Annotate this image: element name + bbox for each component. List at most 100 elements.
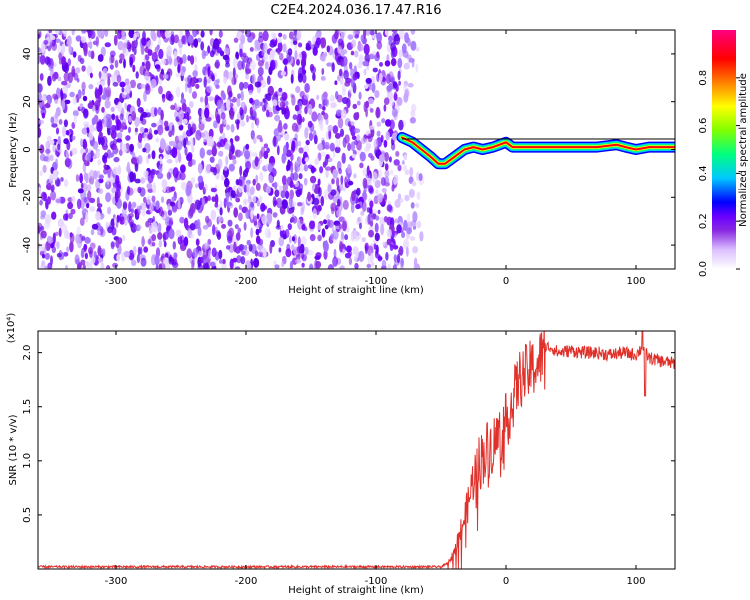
noise-speckle xyxy=(115,238,120,249)
noise-speckle xyxy=(355,203,361,210)
noise-speckle xyxy=(250,130,255,140)
noise-speckle xyxy=(361,237,366,243)
noise-speckle xyxy=(82,264,87,269)
noise-speckle xyxy=(39,54,46,65)
noise-speckle xyxy=(115,183,122,191)
noise-speckle xyxy=(56,252,62,258)
noise-speckle xyxy=(182,54,187,64)
noise-speckle xyxy=(154,64,161,70)
noise-speckle xyxy=(183,236,189,247)
noise-speckle xyxy=(158,48,164,60)
spectrogram-y-label: Frequency (Hz) xyxy=(8,112,19,188)
noise-speckle xyxy=(266,75,271,86)
noise-speckle xyxy=(360,137,366,145)
noise-speckle xyxy=(131,259,137,267)
noise-speckle xyxy=(137,155,143,165)
noise-speckle xyxy=(254,103,261,109)
noise-speckle xyxy=(294,181,299,188)
noise-speckle xyxy=(63,30,67,37)
noise-speckle xyxy=(376,130,381,137)
noise-speckle xyxy=(408,57,415,63)
noise-speckle xyxy=(39,265,43,269)
noise-speckle xyxy=(317,178,321,186)
noise-speckle xyxy=(290,152,294,162)
noise-speckle xyxy=(73,114,77,125)
noise-speckle xyxy=(257,66,264,76)
noise-speckle xyxy=(232,67,236,78)
noise-speckle xyxy=(206,149,213,156)
noise-speckle xyxy=(101,94,107,100)
noise-speckle xyxy=(79,173,83,184)
noise-speckle xyxy=(74,254,80,265)
y-tick-label: 0 xyxy=(22,146,33,152)
noise-speckle xyxy=(167,209,173,216)
noise-speckle xyxy=(228,71,233,81)
noise-speckle xyxy=(337,198,341,207)
noise-speckle xyxy=(199,147,205,159)
noise-speckle xyxy=(168,217,174,227)
noise-speckle xyxy=(211,146,217,157)
noise-speckle xyxy=(62,126,67,137)
noise-speckle xyxy=(393,159,400,166)
noise-speckle xyxy=(384,30,389,36)
noise-speckle xyxy=(220,112,226,120)
noise-speckle xyxy=(358,250,365,262)
noise-speckle xyxy=(212,224,216,236)
noise-speckle xyxy=(121,30,126,38)
noise-speckle xyxy=(337,117,344,129)
noise-speckle xyxy=(290,216,295,223)
noise-speckle xyxy=(39,73,44,81)
noise-speckle xyxy=(201,197,205,207)
noise-speckle xyxy=(201,108,205,120)
noise-speckle xyxy=(345,245,352,253)
noise-speckle xyxy=(128,115,133,123)
noise-speckle xyxy=(122,234,126,241)
noise-speckle xyxy=(171,203,178,213)
noise-speckle xyxy=(245,161,252,170)
noise-speckle xyxy=(69,241,74,253)
noise-speckle xyxy=(52,93,58,100)
noise-speckle xyxy=(265,109,270,118)
noise-speckle xyxy=(292,40,298,46)
noise-speckle xyxy=(279,228,284,238)
noise-speckle xyxy=(404,89,409,99)
noise-speckle xyxy=(106,175,110,185)
noise-speckle xyxy=(403,154,408,161)
noise-speckle xyxy=(396,253,401,264)
noise-speckle xyxy=(416,191,421,200)
noise-speckle xyxy=(225,201,232,207)
noise-speckle xyxy=(158,164,163,174)
noise-speckle xyxy=(40,230,47,239)
noise-speckle xyxy=(134,162,139,172)
noise-speckle xyxy=(141,37,147,46)
noise-speckle xyxy=(143,132,147,142)
noise-speckle xyxy=(162,257,169,265)
noise-speckle xyxy=(406,246,409,257)
noise-speckle xyxy=(178,152,182,163)
noise-speckle xyxy=(63,213,68,221)
noise-speckle xyxy=(370,261,375,267)
noise-speckle xyxy=(350,202,355,214)
noise-speckle xyxy=(276,145,280,156)
noise-speckle xyxy=(351,153,357,159)
noise-speckle xyxy=(262,30,269,42)
noise-speckle xyxy=(383,97,390,105)
noise-speckle xyxy=(339,128,345,137)
noise-speckle xyxy=(297,202,303,207)
noise-speckle xyxy=(143,128,149,133)
noise-speckle xyxy=(240,90,244,101)
noise-speckle xyxy=(166,171,171,180)
noise-speckle xyxy=(393,254,397,263)
noise-speckle xyxy=(374,90,380,99)
noise-speckle xyxy=(95,36,100,47)
noise-speckle xyxy=(228,90,233,98)
noise-speckle xyxy=(38,119,44,125)
noise-speckle xyxy=(128,126,131,134)
noise-speckle xyxy=(248,243,253,252)
noise-speckle xyxy=(281,261,285,268)
noise-speckle xyxy=(54,231,59,237)
noise-speckle xyxy=(338,216,345,223)
noise-speckle xyxy=(283,123,288,130)
noise-speckle xyxy=(61,80,68,86)
noise-speckle xyxy=(200,118,207,124)
